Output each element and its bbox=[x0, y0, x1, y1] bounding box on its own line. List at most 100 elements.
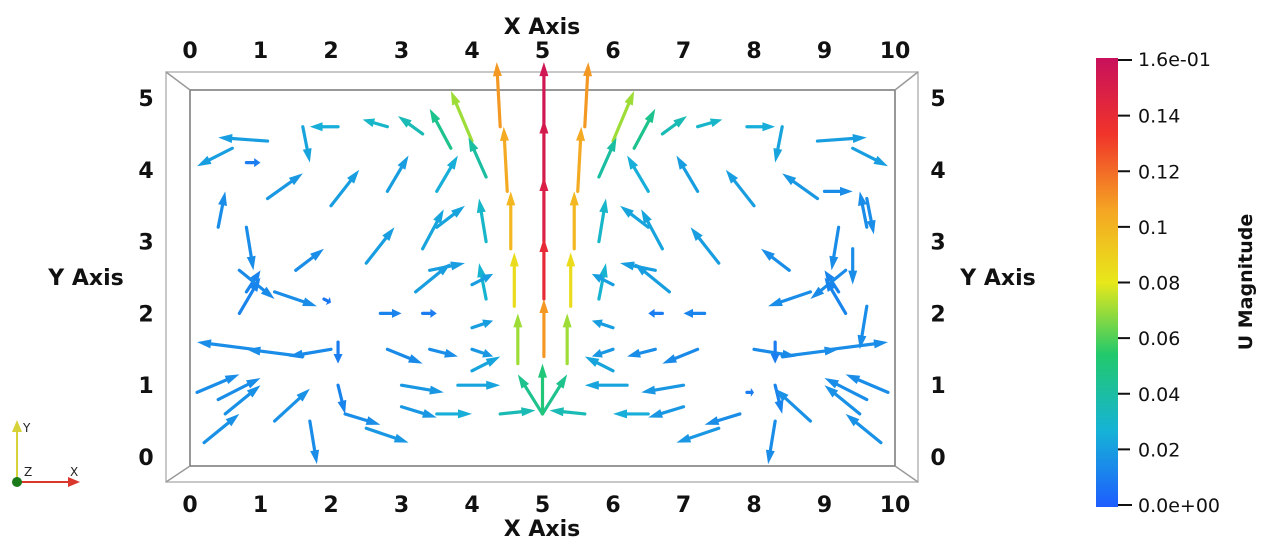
vector-arrow-shaft bbox=[770, 255, 791, 272]
x-tick-label-top: 2 bbox=[323, 39, 338, 64]
vector-arrow-head bbox=[382, 227, 395, 242]
vector-arrow bbox=[513, 313, 523, 366]
vector-arrow-head bbox=[224, 374, 240, 385]
vector-arrow-shaft bbox=[660, 405, 686, 416]
vector-arrow bbox=[329, 169, 360, 208]
vector-arrow bbox=[745, 387, 754, 397]
vector-arrow-head bbox=[288, 349, 304, 359]
vector-arrow bbox=[829, 339, 888, 351]
x-tick-label-bottom: 4 bbox=[464, 493, 479, 518]
vector-arrow bbox=[517, 374, 545, 416]
vector-arrow-head bbox=[393, 433, 409, 443]
vector-arrow-head bbox=[848, 270, 858, 285]
vector-arrow-head bbox=[576, 126, 586, 141]
vector-arrow-shaft bbox=[599, 322, 615, 330]
vector-arrow-head bbox=[599, 198, 609, 214]
vector-arrow bbox=[435, 409, 472, 419]
vector-arrow bbox=[498, 407, 536, 417]
vector-arrow-head bbox=[845, 413, 860, 427]
vector-arrow-head bbox=[451, 205, 465, 218]
vector-arrow bbox=[385, 347, 423, 364]
vector-arrow bbox=[648, 308, 664, 318]
vector-arrow bbox=[773, 125, 784, 163]
vector-arrow-shaft bbox=[301, 125, 309, 151]
vector-arrow-head bbox=[362, 118, 376, 128]
vector-arrow bbox=[725, 169, 756, 208]
vector-arrow-shaft bbox=[599, 347, 615, 355]
vector-arrow bbox=[824, 385, 862, 416]
vector-arrow bbox=[244, 158, 261, 168]
orientation-triad: Y Z X bbox=[12, 420, 80, 487]
vector-arrow-shaft bbox=[688, 426, 721, 440]
vector-arrow-head bbox=[197, 339, 212, 349]
vector-arrow bbox=[683, 308, 707, 318]
vector-arrow bbox=[470, 273, 494, 287]
vector-arrow-shaft bbox=[399, 405, 425, 416]
vector-arrow-head bbox=[337, 399, 347, 414]
vector-arrow-shaft bbox=[783, 396, 813, 423]
x-tick-label-top: 7 bbox=[676, 39, 691, 64]
y-tick-label-left: 1 bbox=[138, 374, 153, 399]
vector-arrow-head bbox=[309, 122, 323, 132]
vector-arrow-shaft bbox=[265, 179, 294, 201]
vector-arrow bbox=[824, 378, 869, 402]
vector-arrow-head bbox=[521, 407, 536, 417]
vector-arrow-head bbox=[397, 115, 412, 128]
vector-arrow-head bbox=[624, 90, 635, 106]
colorbar-tick-label: 0.1 bbox=[1138, 217, 1168, 239]
y-tick-labels-right: 0 1 2 3 4 5 bbox=[930, 87, 945, 471]
vector-arrow bbox=[583, 62, 593, 129]
x-tick-label-bottom: 1 bbox=[253, 493, 268, 518]
vector-arrow-head bbox=[781, 349, 797, 359]
vector-arrow-shaft bbox=[472, 148, 488, 179]
vector-arrow-head bbox=[845, 374, 861, 385]
vector-arrow-shaft bbox=[597, 148, 613, 179]
y-tick-label-right: 2 bbox=[930, 302, 945, 327]
x-tick-label-bottom: 6 bbox=[605, 493, 620, 518]
vector-arrow-head bbox=[840, 186, 853, 196]
y-axis-title-right: Y Axis bbox=[959, 266, 1035, 291]
vector-arrow-shaft bbox=[273, 396, 302, 423]
triad-x-label: X bbox=[70, 465, 78, 479]
vector-arrow-shaft bbox=[832, 225, 841, 259]
vector-arrow bbox=[620, 205, 650, 229]
vector-arrow-head bbox=[481, 273, 494, 283]
vector-arrow-shaft bbox=[854, 421, 883, 445]
vector-arrow-shaft bbox=[237, 287, 255, 315]
vector-arrow-head bbox=[302, 148, 312, 163]
vector-arrow-head bbox=[391, 308, 402, 318]
vector-arrow-head bbox=[824, 378, 840, 389]
vector-arrow-head bbox=[773, 148, 783, 163]
vector-arrow bbox=[857, 304, 869, 350]
triad-z-label: Z bbox=[24, 465, 32, 479]
colorbar-tick-label: 0.02 bbox=[1138, 439, 1180, 461]
vector-arrow bbox=[562, 313, 572, 366]
vector-arrow-head bbox=[492, 62, 502, 77]
vector-arrow-shaft bbox=[732, 179, 756, 208]
vector-arrow bbox=[611, 90, 635, 143]
vector-arrow-head bbox=[430, 308, 437, 318]
vector-arrow bbox=[865, 196, 876, 235]
vector-arrow-head bbox=[704, 416, 720, 425]
vector-arrow-shaft bbox=[470, 347, 486, 355]
vector-arrow-head bbox=[446, 155, 458, 170]
x-tick-labels-bottom: 0 1 2 3 4 5 6 7 8 9 10 bbox=[182, 493, 910, 518]
x-tick-label-top: 5 bbox=[535, 39, 550, 64]
vector-arrow bbox=[435, 155, 458, 193]
vector-arrow bbox=[569, 191, 579, 251]
vector-arrow-shaft bbox=[364, 236, 388, 265]
vector-arrow-shaft bbox=[336, 383, 344, 403]
vector-arrow bbox=[770, 340, 780, 364]
vector-arrow-shaft bbox=[300, 347, 333, 356]
vector-arrow bbox=[851, 146, 888, 167]
vector-arrow bbox=[660, 115, 688, 136]
colorbar-title: U Magnitude bbox=[1235, 214, 1257, 351]
vector-arrow bbox=[845, 374, 890, 394]
vector-arrow-shaft bbox=[435, 212, 456, 229]
vector-arrow bbox=[627, 347, 657, 358]
vector-arrow-shaft bbox=[329, 179, 353, 208]
vector-arrow-shaft bbox=[865, 196, 873, 223]
y-tick-label-left: 0 bbox=[138, 446, 153, 471]
vector-arrow-head bbox=[296, 388, 310, 402]
